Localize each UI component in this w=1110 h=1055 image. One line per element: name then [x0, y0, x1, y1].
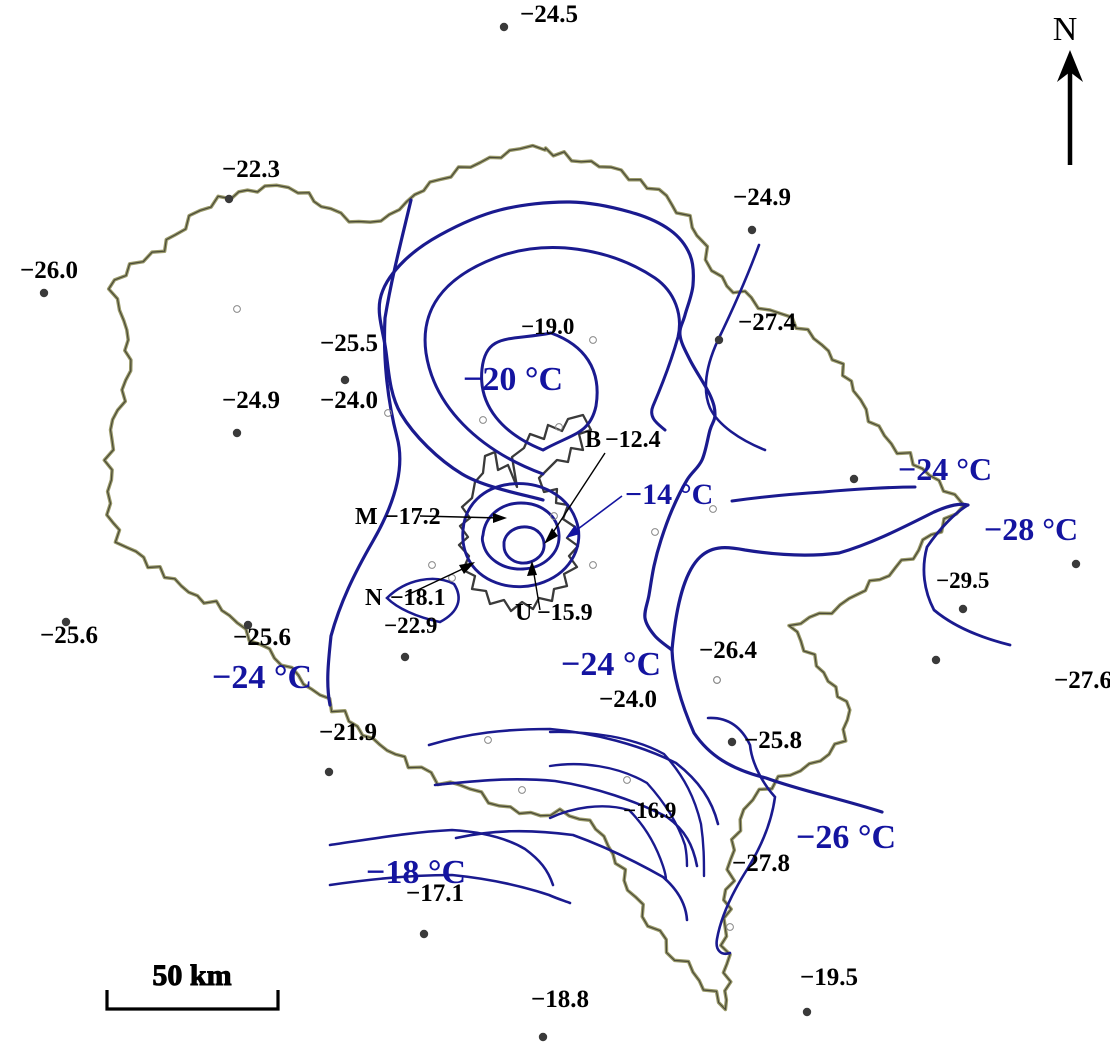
svg-text:−24 °C: −24 °C	[212, 659, 312, 696]
svg-text:−26 °C: −26 °C	[796, 819, 896, 856]
svg-text:−15.9: −15.9	[537, 600, 593, 626]
svg-text:M: M	[355, 504, 378, 530]
svg-text:−18 °C: −18 °C	[366, 854, 466, 891]
svg-text:−16.9: −16.9	[623, 798, 676, 823]
svg-text:−18.1: −18.1	[390, 585, 446, 611]
svg-text:−27.4: −27.4	[738, 309, 796, 336]
svg-text:−25.6: −25.6	[233, 624, 291, 651]
svg-text:−22.9: −22.9	[384, 613, 437, 638]
svg-text:B: B	[585, 427, 601, 453]
svg-text:−26.4: −26.4	[699, 637, 757, 664]
svg-text:−26.0: −26.0	[20, 257, 78, 284]
svg-text:−21.9: −21.9	[319, 719, 377, 746]
svg-text:−19.5: −19.5	[800, 964, 858, 991]
svg-text:−12.4: −12.4	[605, 427, 661, 453]
svg-text:50 km: 50 km	[152, 959, 231, 992]
svg-text:U: U	[515, 600, 532, 626]
svg-text:−24.0: −24.0	[599, 686, 657, 713]
svg-text:−18.8: −18.8	[531, 986, 589, 1013]
svg-text:−20 °C: −20 °C	[463, 361, 563, 398]
svg-text:−28 °C: −28 °C	[984, 511, 1078, 547]
svg-text:−24.5: −24.5	[520, 1, 578, 28]
svg-text:−25.6: −25.6	[40, 622, 98, 649]
svg-text:N: N	[365, 585, 383, 611]
svg-text:N: N	[1053, 11, 1078, 48]
svg-text:−24.9: −24.9	[733, 184, 791, 211]
svg-text:−14 °C: −14 °C	[625, 478, 713, 511]
svg-text:−29.5: −29.5	[936, 568, 989, 593]
svg-text:−27.8: −27.8	[732, 850, 790, 877]
svg-text:−25.5: −25.5	[320, 330, 378, 357]
svg-text:−22.3: −22.3	[222, 156, 280, 183]
svg-text:−25.8: −25.8	[744, 727, 802, 754]
svg-text:−24 °C: −24 °C	[898, 451, 992, 487]
svg-text:−24.0: −24.0	[320, 387, 378, 414]
svg-text:−27.6: −27.6	[1054, 667, 1110, 694]
svg-text:−19.0: −19.0	[521, 314, 574, 339]
svg-text:−24 °C: −24 °C	[561, 646, 661, 683]
svg-text:−24.9: −24.9	[222, 387, 280, 414]
